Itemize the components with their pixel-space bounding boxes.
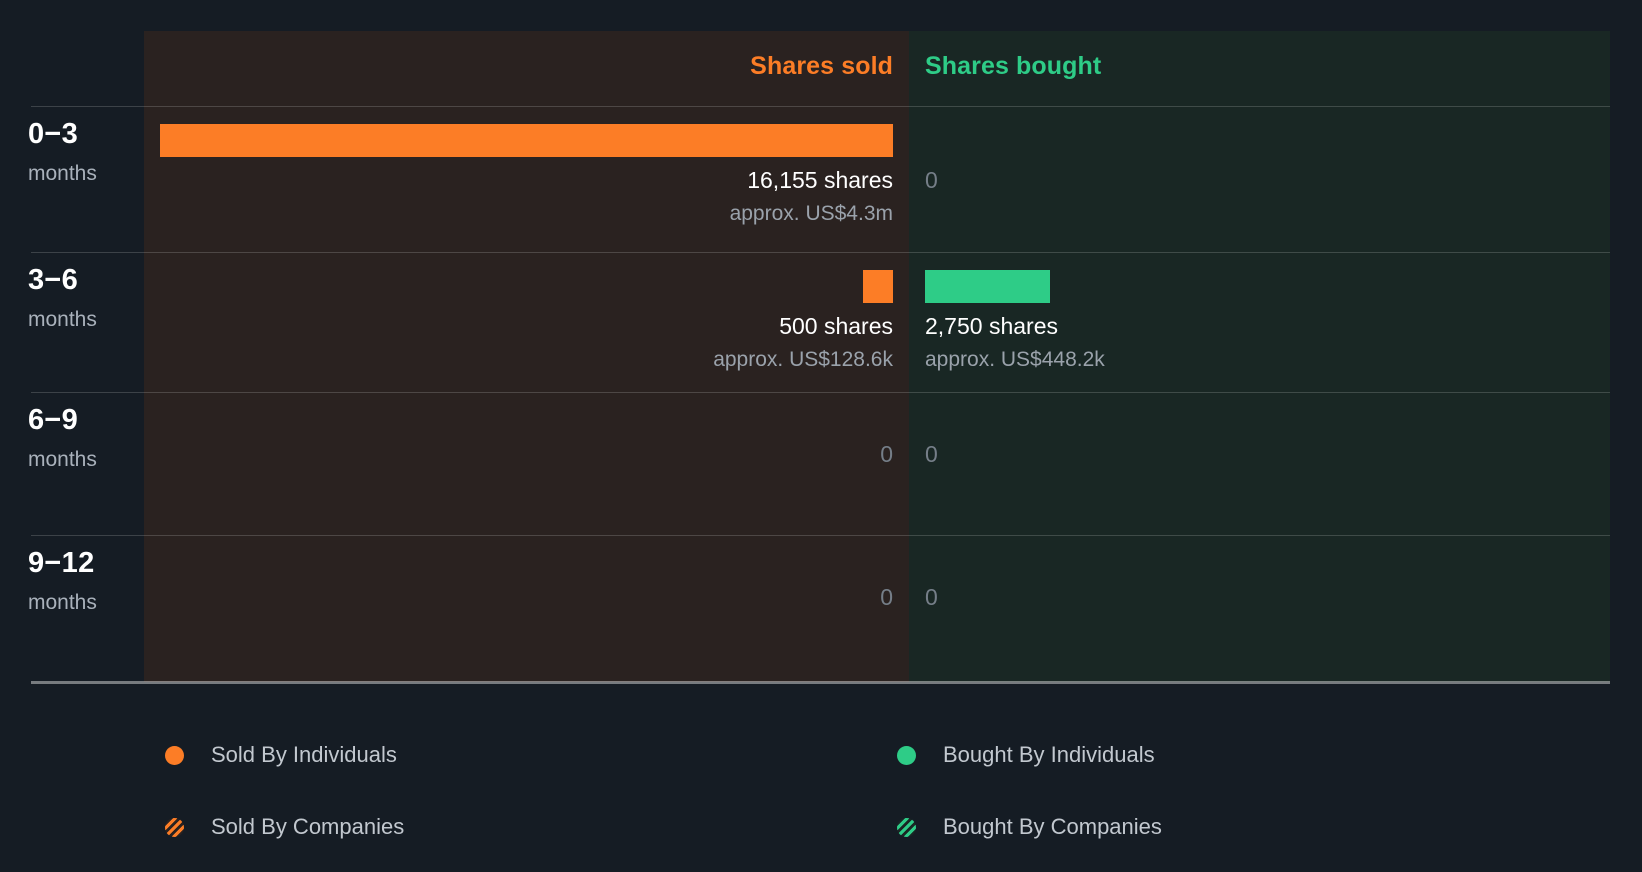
shares-bought-column-panel xyxy=(909,31,1610,682)
legend-label: Sold By Companies xyxy=(211,814,405,839)
table-row: 0−3 months 16,155 shares approx. US$4.3m… xyxy=(0,106,1642,252)
axis-baseline xyxy=(31,681,1610,684)
value-bought-3: 0 xyxy=(925,584,938,611)
bar-band-0 xyxy=(0,124,1642,157)
legend-item-bought-by-individuals[interactable]: Bought By Individuals xyxy=(897,744,1155,766)
legend-striped-dot-icon xyxy=(897,817,916,837)
row-label-3: 9−12 months xyxy=(28,547,138,614)
bar-bought-1[interactable] xyxy=(925,270,1050,303)
grid-line-3 xyxy=(31,535,1610,536)
row-range: 3−6 xyxy=(28,264,79,296)
legend-striped-dot-icon xyxy=(165,817,184,837)
row-label-0: 0−3 months xyxy=(28,118,138,185)
value-sold-3: 0 xyxy=(880,584,893,611)
row-range: 6−9 xyxy=(28,404,79,436)
legend-item-sold-by-companies[interactable]: Sold By Companies xyxy=(165,816,404,838)
grid-line-1 xyxy=(31,252,1610,253)
legend-label: Bought By Companies xyxy=(943,814,1162,839)
grid-line-header xyxy=(31,106,1610,107)
table-row: 6−9 months 0 0 xyxy=(0,392,1642,535)
row-unit: months xyxy=(28,448,97,471)
value-bought-count-0: 0 xyxy=(925,167,938,193)
value-sold-0: 16,155 shares approx. US$4.3m xyxy=(729,167,893,225)
legend-label: Sold By Individuals xyxy=(211,742,397,767)
value-bought-count-3: 0 xyxy=(925,584,938,610)
value-bought-approx-1: approx. US$448.2k xyxy=(925,347,1105,371)
legend-item-bought-by-companies[interactable]: Bought By Companies xyxy=(897,816,1162,838)
row-range: 0−3 xyxy=(28,118,79,150)
value-bought-count-1: 2,750 shares xyxy=(925,313,1058,339)
row-unit: months xyxy=(28,308,97,331)
row-unit: months xyxy=(28,591,97,614)
value-bought-0: 0 xyxy=(925,167,938,194)
value-sold-count-2: 0 xyxy=(880,441,893,467)
value-bought-1: 2,750 shares approx. US$448.2k xyxy=(925,313,1105,371)
row-label-1: 3−6 months xyxy=(28,264,138,331)
shares-sold-header: Shares sold xyxy=(750,52,893,80)
shares-bought-header: Shares bought xyxy=(925,52,1102,80)
value-sold-2: 0 xyxy=(880,441,893,468)
table-row: 9−12 months 0 0 xyxy=(0,535,1642,681)
grid-line-2 xyxy=(31,392,1610,393)
table-row: 3−6 months 500 shares approx. US$128.6k … xyxy=(0,252,1642,392)
value-sold-count-3: 0 xyxy=(880,584,893,610)
legend-dot-icon xyxy=(897,745,916,765)
row-label-2: 6−9 months xyxy=(28,404,138,471)
bar-band-1 xyxy=(0,270,1642,303)
chart-legend: Sold By Individuals Bought By Individual… xyxy=(0,700,1642,860)
bar-sold-0[interactable] xyxy=(160,124,893,157)
value-sold-approx-0: approx. US$4.3m xyxy=(729,201,893,225)
legend-dot-icon xyxy=(165,745,184,765)
row-unit: months xyxy=(28,162,97,185)
row-range: 9−12 xyxy=(28,547,95,579)
legend-label: Bought By Individuals xyxy=(943,742,1155,767)
value-bought-2: 0 xyxy=(925,441,938,468)
value-sold-count-0: 16,155 shares xyxy=(747,167,893,193)
value-bought-count-2: 0 xyxy=(925,441,938,467)
value-sold-1: 500 shares approx. US$128.6k xyxy=(713,313,893,371)
bar-sold-1[interactable] xyxy=(863,270,893,303)
value-sold-approx-1: approx. US$128.6k xyxy=(713,347,893,371)
legend-item-sold-by-individuals[interactable]: Sold By Individuals xyxy=(165,744,397,766)
value-sold-count-1: 500 shares xyxy=(779,313,893,339)
